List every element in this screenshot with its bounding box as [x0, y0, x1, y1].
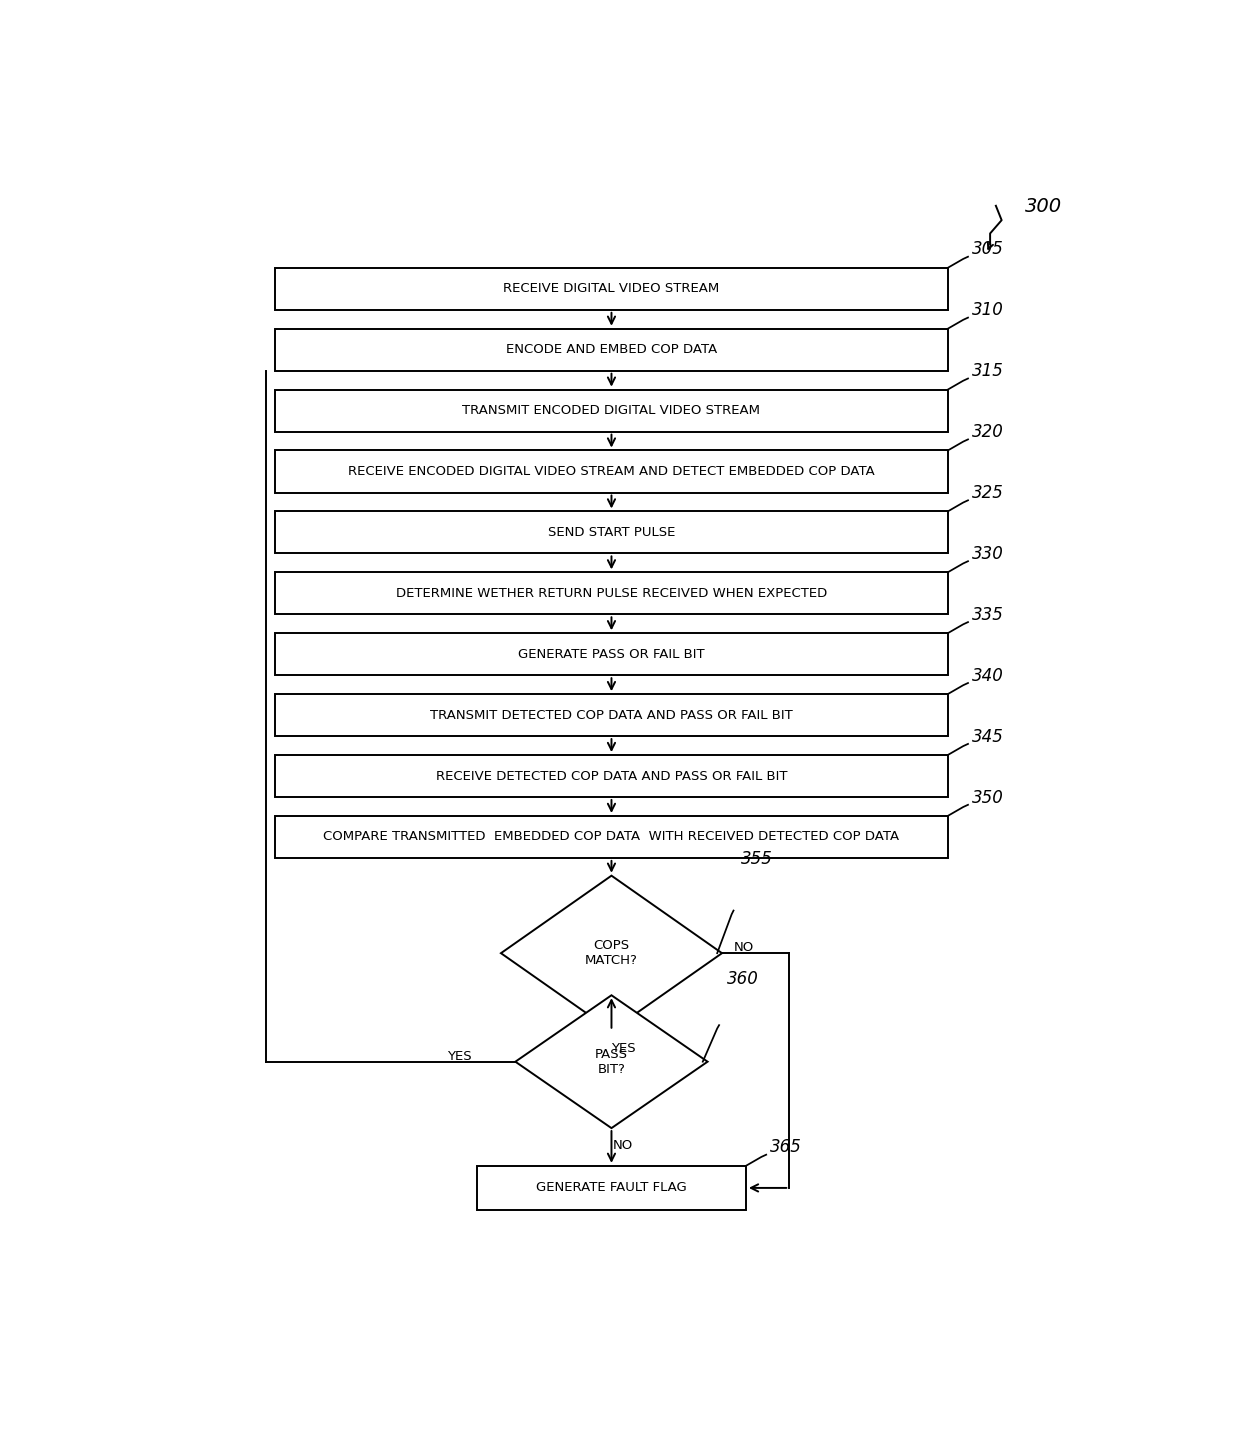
Text: 320: 320: [972, 423, 1003, 441]
Text: 345: 345: [972, 728, 1003, 746]
Bar: [477, 1166, 746, 1209]
Text: RECEIVE ENCODED DIGITAL VIDEO STREAM AND DETECT EMBEDDED COP DATA: RECEIVE ENCODED DIGITAL VIDEO STREAM AND…: [348, 464, 875, 477]
Bar: [275, 633, 947, 676]
Text: RECEIVE DIGITAL VIDEO STREAM: RECEIVE DIGITAL VIDEO STREAM: [503, 282, 719, 295]
Text: YES: YES: [610, 1041, 635, 1054]
Bar: [275, 512, 947, 554]
Text: RECEIVE DETECTED COP DATA AND PASS OR FAIL BIT: RECEIVE DETECTED COP DATA AND PASS OR FA…: [435, 769, 787, 782]
Text: 360: 360: [727, 969, 759, 988]
Text: DETERMINE WETHER RETURN PULSE RECEIVED WHEN EXPECTED: DETERMINE WETHER RETURN PULSE RECEIVED W…: [396, 587, 827, 600]
Text: ENCODE AND EMBED COP DATA: ENCODE AND EMBED COP DATA: [506, 344, 717, 357]
Text: COMPARE TRANSMITTED  EMBEDDED COP DATA  WITH RECEIVED DETECTED COP DATA: COMPARE TRANSMITTED EMBEDDED COP DATA WI…: [324, 830, 899, 844]
Text: 325: 325: [972, 485, 1003, 502]
Text: 340: 340: [972, 667, 1003, 684]
Text: GENERATE FAULT FLAG: GENERATE FAULT FLAG: [536, 1182, 687, 1195]
Polygon shape: [516, 995, 708, 1129]
Bar: [275, 695, 947, 736]
Text: 355: 355: [742, 850, 773, 869]
Text: COPS
MATCH?: COPS MATCH?: [585, 939, 637, 968]
Text: 315: 315: [972, 362, 1003, 380]
Text: TRANSMIT DETECTED COP DATA AND PASS OR FAIL BIT: TRANSMIT DETECTED COP DATA AND PASS OR F…: [430, 709, 792, 722]
Text: SEND START PULSE: SEND START PULSE: [548, 526, 675, 539]
Bar: [275, 755, 947, 797]
Bar: [275, 572, 947, 614]
Text: TRANSMIT ENCODED DIGITAL VIDEO STREAM: TRANSMIT ENCODED DIGITAL VIDEO STREAM: [463, 404, 760, 417]
Text: PASS
BIT?: PASS BIT?: [595, 1048, 627, 1076]
Polygon shape: [501, 876, 722, 1031]
Text: GENERATE PASS OR FAIL BIT: GENERATE PASS OR FAIL BIT: [518, 647, 704, 660]
Text: 365: 365: [770, 1139, 802, 1156]
Text: 310: 310: [972, 302, 1003, 319]
Text: 350: 350: [972, 788, 1003, 807]
Bar: [275, 450, 947, 493]
Text: 300: 300: [1024, 197, 1061, 216]
Text: YES: YES: [448, 1050, 472, 1063]
Text: 335: 335: [972, 605, 1003, 624]
Text: NO: NO: [613, 1139, 634, 1152]
Text: NO: NO: [734, 940, 754, 955]
Text: 305: 305: [972, 240, 1003, 259]
Bar: [275, 390, 947, 431]
Bar: [275, 267, 947, 309]
Bar: [275, 815, 947, 858]
Bar: [275, 329, 947, 371]
Text: 330: 330: [972, 545, 1003, 564]
